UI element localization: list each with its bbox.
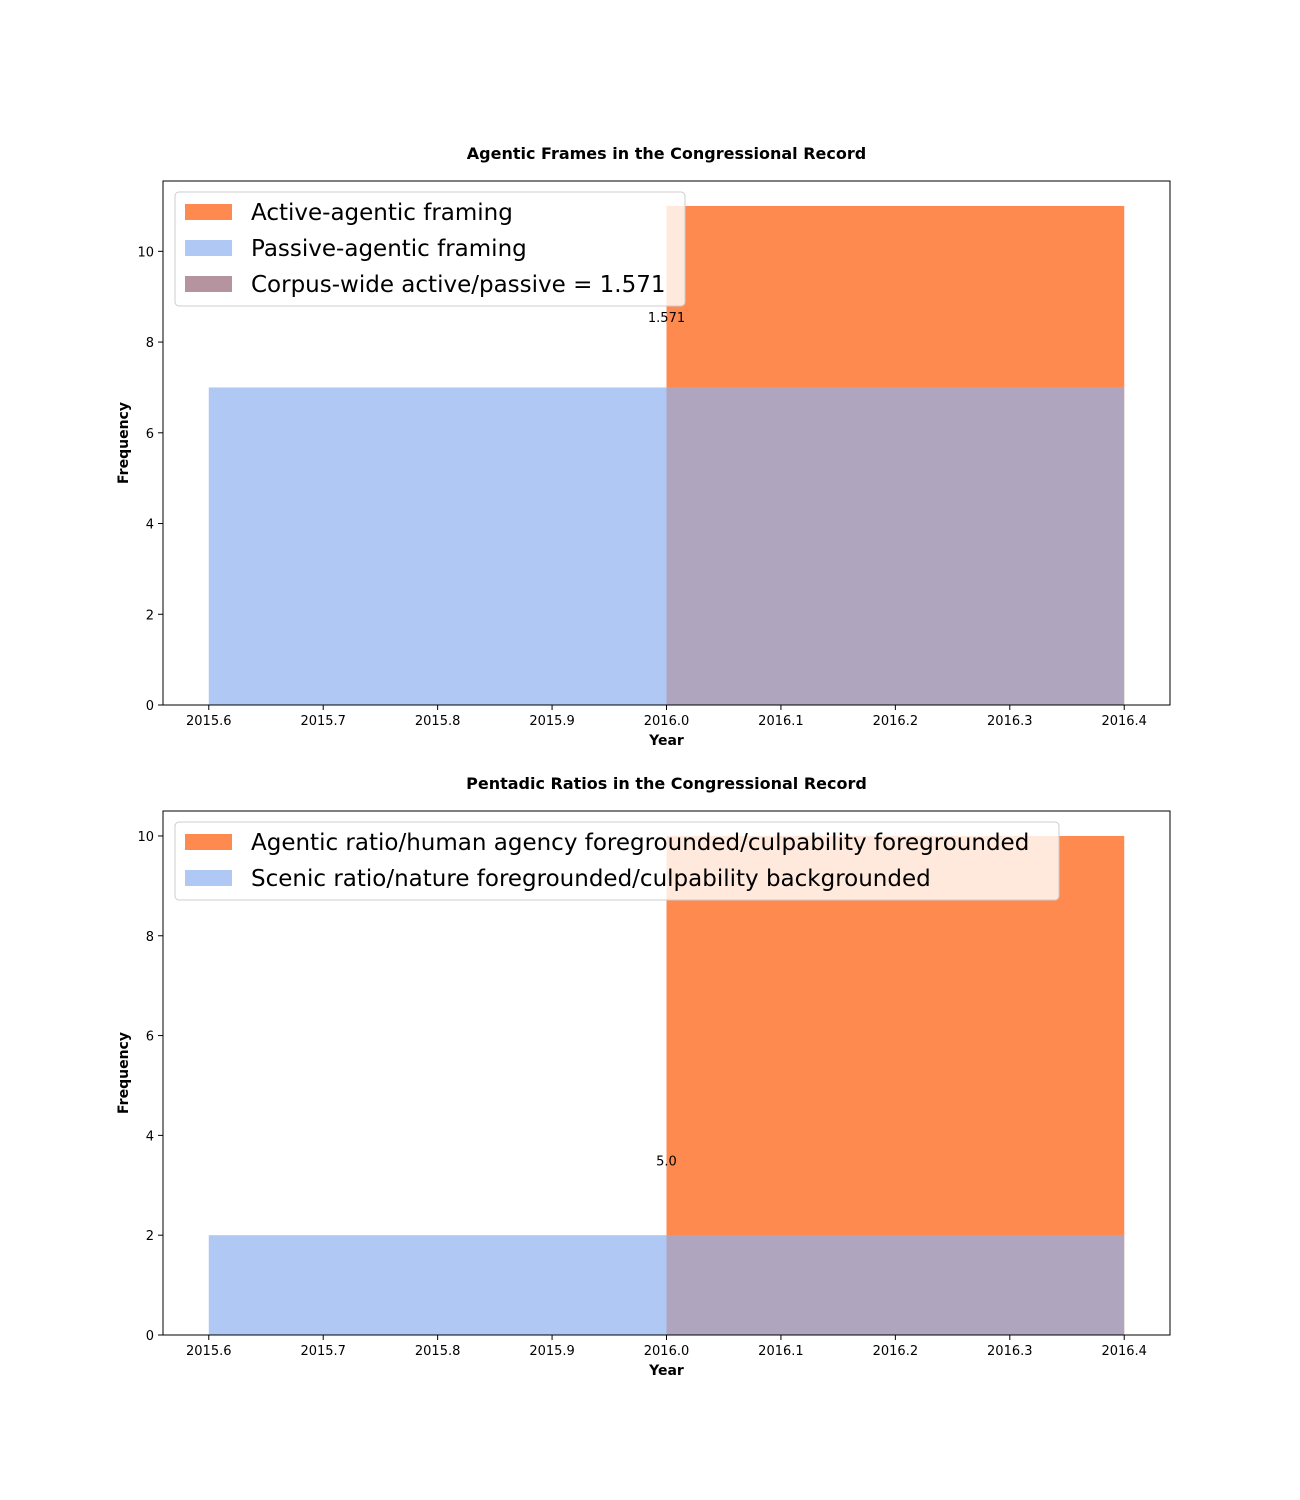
y-axis-label: Frequency <box>116 1032 132 1114</box>
legend-entry-label: Agentic ratio/human agency foregrounded/… <box>251 830 1029 856</box>
x-tick-label: 2015.7 <box>300 1344 346 1359</box>
chart-title: Pentadic Ratios in the Congressional Rec… <box>466 774 867 793</box>
x-tick-label: 2016.0 <box>644 1344 690 1359</box>
y-tick-label: 4 <box>146 1129 154 1144</box>
legend: Active-agentic framing Passive-agentic fr… <box>174 191 686 307</box>
chart-panel-2: Pentadic Ratios in the Congressional Rec… <box>116 774 1171 1379</box>
y-tick-label: 6 <box>146 427 154 442</box>
y-tick-label: 8 <box>146 336 154 351</box>
x-tick-label: 2015.9 <box>529 1344 575 1359</box>
legend-swatch <box>185 276 232 292</box>
x-tick-label: 2016.0 <box>644 714 690 729</box>
x-tick-label: 2016.1 <box>758 1344 804 1359</box>
y-tick-label: 6 <box>146 1030 154 1045</box>
x-tick-label: 2016.3 <box>987 714 1033 729</box>
x-tick-label: 2016.2 <box>873 714 919 729</box>
x-tick-label: 2016.3 <box>987 1344 1033 1359</box>
legend-box <box>174 191 686 307</box>
legend-swatch <box>185 240 232 256</box>
legend-swatch <box>185 204 232 220</box>
y-tick-label: 8 <box>146 930 154 945</box>
legend: Agentic ratio/human agency foregrounded/… <box>174 821 1060 901</box>
x-axis-label: Year <box>648 1363 684 1379</box>
chart-panel-1: Agentic Frames in the Congressional Reco… <box>116 144 1171 749</box>
x-tick-label: 2016.4 <box>1101 714 1147 729</box>
x-tick-label: 2015.6 <box>186 714 232 729</box>
bar-series-2-1 <box>208 1235 1125 1335</box>
legend-entry-label: Passive-agentic framing <box>251 236 527 262</box>
y-axis-label: Frequency <box>116 402 132 484</box>
y-tick-label: 0 <box>146 1329 154 1344</box>
x-tick-label: 2015.9 <box>529 714 575 729</box>
y-tick-label: 2 <box>146 608 154 623</box>
chart-title: Agentic Frames in the Congressional Reco… <box>467 144 866 163</box>
y-tick-label: 10 <box>137 245 154 260</box>
legend-entry-label: Scenic ratio/nature foregrounded/culpabi… <box>251 866 931 892</box>
x-tick-label: 2015.6 <box>186 1344 232 1359</box>
legend-swatch <box>185 834 232 850</box>
bar-series-2-1 <box>208 387 1125 705</box>
x-tick-label: 2016.4 <box>1101 1344 1147 1359</box>
x-tick-label: 2015.8 <box>415 714 461 729</box>
x-tick-label: 2016.2 <box>873 1344 919 1359</box>
x-tick-label: 2016.1 <box>758 714 804 729</box>
legend-entry-label: Active-agentic framing <box>251 200 513 226</box>
x-axis-label: Year <box>648 733 684 749</box>
x-tick-label: 2015.7 <box>300 714 346 729</box>
legend-box <box>174 821 1060 901</box>
y-tick-label: 0 <box>146 699 154 714</box>
y-tick-label: 10 <box>137 830 154 845</box>
y-tick-label: 2 <box>146 1229 154 1244</box>
legend-swatch <box>185 870 232 886</box>
x-tick-label: 2015.8 <box>415 1344 461 1359</box>
y-tick-label: 4 <box>146 518 154 533</box>
legend-entry-label: Corpus-wide active/passive = 1.571 <box>251 272 666 298</box>
annotation-label: 1.571 <box>648 311 685 326</box>
annotation-label: 5.0 <box>656 1154 677 1169</box>
